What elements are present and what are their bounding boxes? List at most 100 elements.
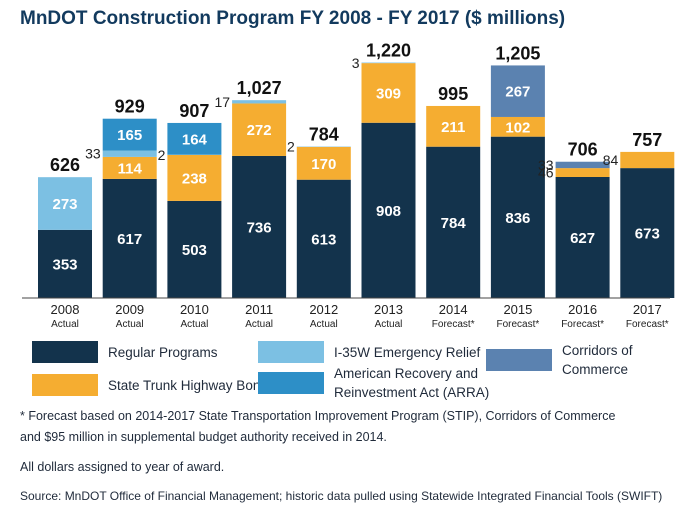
bar-state-trunk-highway-bonds-2017: [620, 151, 675, 169]
bar-state-trunk-highway-bonds-2012: [296, 146, 351, 180]
bar-i-35w-emergency-relief-2009: [102, 150, 157, 157]
bar-label-regular-programs-2011: 736: [247, 219, 272, 236]
bar-label-corridors-of-commerce-2015: 267: [505, 84, 530, 101]
bar-label-regular-programs-2008: 353: [52, 256, 77, 273]
bar-label-i-35w-emergency-relief-2010: 2: [158, 147, 166, 163]
bar-state-trunk-highway-bonds-2015: [490, 116, 545, 137]
x-tick-sub-2016: Forecast*: [561, 319, 604, 330]
bar-state-trunk-highway-bonds-2009: [102, 156, 157, 179]
legend-item-state-trunk-highway-bonds: State Trunk Highway Bonds: [32, 374, 275, 396]
x-tick-sub-2011: Actual: [245, 319, 273, 330]
legend-label-regular-programs: Regular Programs: [108, 344, 218, 360]
x-tick-year-2011: 2011: [245, 302, 273, 317]
bar-label-state-trunk-highway-bonds-2017: 84: [603, 152, 619, 168]
bar-total-2015: 1,205: [495, 43, 540, 63]
bar-label-regular-programs-2016: 627: [570, 230, 595, 247]
legend-label-arra-line2: Reinvestment Act (ARRA): [334, 385, 490, 400]
bar-label-i-35w-emergency-relief-2012: 2: [287, 139, 295, 155]
dollars-note: All dollars assigned to year of award.: [20, 460, 225, 474]
legend-label-arra-line1: American Recovery and: [334, 366, 479, 381]
bar-regular-programs-2015: [490, 136, 545, 298]
legend-label-state-trunk-highway-bonds: State Trunk Highway Bonds: [108, 377, 275, 393]
bar-label-regular-programs-2010: 503: [182, 242, 207, 259]
bar-label-regular-programs-2013: 908: [376, 203, 401, 220]
bar-total-2014: 995: [438, 84, 468, 104]
stacked-bar-chart: 353 273 626 2008 Actual 617 114 33 165 929 2009 Act…: [22, 41, 675, 330]
bar-label-state-trunk-highway-bonds-2010: 238: [182, 170, 207, 187]
x-tick-sub-2013: Actual: [375, 319, 403, 330]
bar-label-i-35w-emergency-relief-2008: 273: [52, 196, 77, 213]
bar-label-regular-programs-2015: 836: [505, 210, 530, 227]
bar-label-state-trunk-highway-bonds-2013: 309: [376, 85, 401, 102]
legend-swatch-state-trunk-highway-bonds: [32, 374, 98, 396]
bar-regular-programs-2011: [232, 155, 287, 298]
bar-state-trunk-highway-bonds-2010: [167, 154, 222, 201]
bar-total-2010: 907: [179, 101, 209, 121]
x-tick-year-2014: 2014: [439, 302, 468, 317]
x-tick-year-2016: 2016: [568, 302, 597, 317]
bar-label-i-35w-emergency-relief-2013: 3: [352, 55, 360, 71]
bar-total-2017: 757: [632, 130, 662, 150]
bar-regular-programs-2014: [426, 146, 481, 298]
legend-item-corridors-of-commerce: Corridors of Commerce: [486, 341, 691, 379]
legend-item-arra: American Recovery and Reinvestment Act (…: [258, 364, 489, 402]
bar-label-regular-programs-2009: 617: [117, 231, 142, 248]
bar-label-state-trunk-highway-bonds-2014: 211: [441, 119, 465, 136]
bar-label-i-35w-emergency-relief-2009: 33: [85, 146, 101, 162]
legend-swatch-regular-programs: [32, 341, 98, 363]
bar-label-regular-programs-2012: 613: [311, 231, 336, 248]
legend-item-i35w-emergency-relief: I-35W Emergency Relief: [258, 341, 480, 363]
bar-state-trunk-highway-bonds-2013: [361, 63, 416, 123]
x-tick-sub-2015: Forecast*: [497, 319, 540, 330]
forecast-note-line2: and $95 million in supplemental budget a…: [20, 430, 387, 444]
x-tick-year-2013: 2013: [374, 302, 403, 317]
x-tick-sub-2009: Actual: [116, 319, 144, 330]
bar-i-35w-emergency-relief-2008: [38, 177, 92, 230]
bar-label-state-trunk-highway-bonds-2016: 46: [538, 165, 554, 181]
legend-swatch-corridors-of-commerce: [486, 349, 552, 371]
bar-total-2008: 626: [50, 155, 80, 175]
x-tick-year-2008: 2008: [51, 302, 80, 317]
bar-total-2011: 1,027: [237, 78, 282, 98]
bar-total-2012: 784: [309, 124, 339, 144]
x-tick-sub-2012: Actual: [310, 319, 338, 330]
x-tick-year-2010: 2010: [180, 302, 209, 317]
bar-label-american-recovery-and-reinvestment-act-arra-2010: 164: [182, 131, 208, 148]
bar-label-american-recovery-and-reinvestment-act-arra-2009: 165: [117, 127, 142, 144]
bar-i-35w-emergency-relief-2013: [361, 62, 416, 64]
legend-label-corridors-of-commerce: Corridors of Commerce: [562, 343, 633, 377]
bar-label-state-trunk-highway-bonds-2012: 170: [311, 156, 336, 173]
x-tick-year-2015: 2015: [503, 302, 532, 317]
legend-label-i35w-emergency-relief: I-35W Emergency Relief: [334, 344, 481, 360]
bar-regular-programs-2016: [555, 176, 610, 298]
legend-swatch-i35w-emergency-relief: [258, 341, 324, 363]
bar-regular-programs-2010: [167, 200, 222, 298]
bars-layer: [38, 62, 675, 298]
bar-regular-programs-2013: [361, 122, 416, 298]
bar-regular-programs-2008: [38, 229, 92, 298]
legend-item-regular-programs: Regular Programs: [32, 341, 218, 363]
legend-swatch-arra: [258, 372, 324, 394]
forecast-note-line1: * Forecast based on 2014-2017 State Tran…: [20, 409, 616, 423]
x-tick-year-2009: 2009: [115, 302, 144, 317]
bar-total-2013: 1,220: [366, 41, 411, 61]
bar-label-state-trunk-highway-bonds-2011: 272: [247, 122, 272, 139]
bar-state-trunk-highway-bonds-2014: [426, 105, 481, 147]
bar-label-i-35w-emergency-relief-2011: 17: [215, 94, 231, 110]
bar-regular-programs-2009: [102, 178, 157, 298]
bar-corridors-of-commerce-2016: [555, 161, 610, 169]
bar-state-trunk-highway-bonds-2011: [232, 103, 287, 156]
x-tick-sub-2008: Actual: [51, 319, 79, 330]
bar-i-35w-emergency-relief-2011: [232, 100, 287, 104]
bar-label-state-trunk-highway-bonds-2015: 102: [505, 119, 530, 136]
bar-american-recovery-and-reinvestment-act-arra-2009: [102, 118, 157, 151]
bar-total-2009: 929: [115, 97, 145, 117]
x-tick-sub-2010: Actual: [181, 319, 209, 330]
bar-label-regular-programs-2014: 784: [441, 215, 467, 232]
x-tick-year-2017: 2017: [633, 302, 662, 317]
labels-layer: 353 273 626 2008 Actual 617 114 33 165 929 2009 Act…: [50, 41, 669, 330]
bar-label-state-trunk-highway-bonds-2009: 114: [118, 160, 143, 177]
bar-state-trunk-highway-bonds-2016: [555, 168, 610, 177]
x-tick-year-2012: 2012: [309, 302, 338, 317]
bar-label-regular-programs-2017: 673: [635, 226, 660, 243]
